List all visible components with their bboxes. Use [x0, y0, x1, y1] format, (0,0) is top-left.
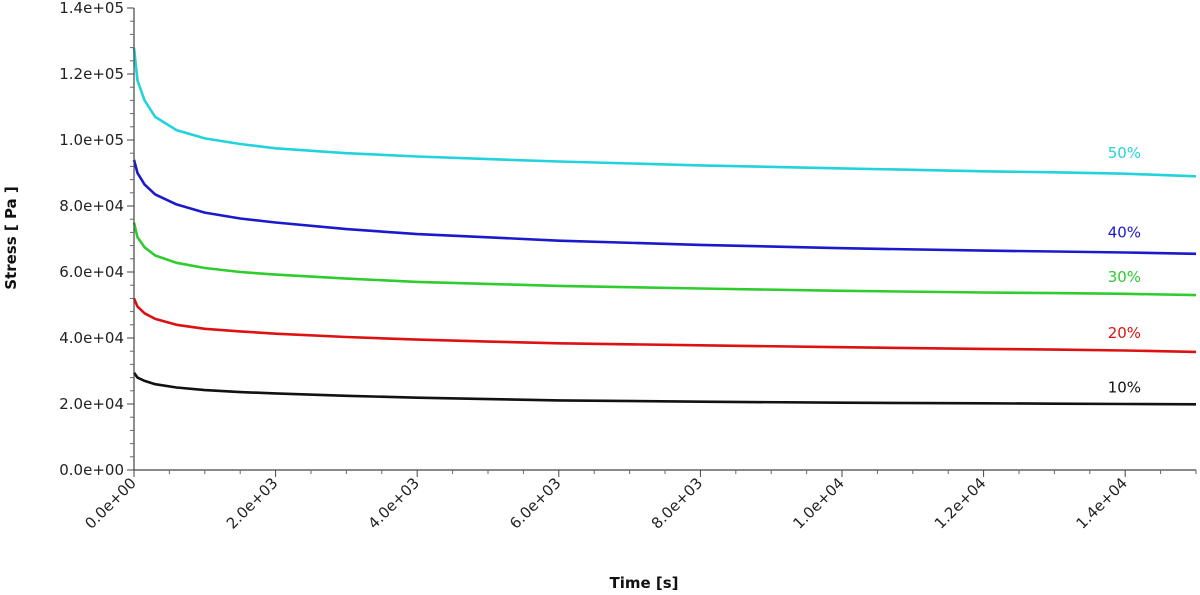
series-line-2: [132, 159, 1197, 256]
series-line-4: [132, 297, 1197, 354]
series-label-2: 40%: [1108, 223, 1141, 241]
labels-layer: 0.0e+00 2.0e+04 4.0e+04 6.0e+04 8.0e+04 1.0e+…: [59, 0, 1141, 533]
y-tick-label: 0.0e+00: [59, 461, 124, 479]
y-tick-label: 1.0e+05: [59, 131, 124, 149]
y-axis-title: Stress [ Pa ]: [2, 186, 20, 290]
series-label-1: 50%: [1108, 144, 1141, 162]
x-tick-label: 6.0e+03: [506, 474, 565, 533]
x-tick-label: 2.0e+03: [223, 474, 282, 533]
series-line-3: [132, 222, 1197, 297]
x-tick-label: 8.0e+03: [648, 474, 707, 533]
y-tick-label: 4.0e+04: [59, 329, 124, 347]
x-tick-label: 0.0e+00: [81, 474, 140, 533]
series-label-5: 10%: [1108, 379, 1141, 397]
y-tick-label: 8.0e+04: [59, 197, 124, 215]
series-layer: [132, 47, 1197, 406]
series-label-4: 20%: [1108, 324, 1141, 342]
x-tick-label: 1.2e+04: [931, 474, 990, 533]
series-line-1: [132, 47, 1197, 178]
y-tick-label: 1.4e+05: [59, 0, 124, 17]
y-tick-label: 6.0e+04: [59, 263, 124, 281]
x-tick-label: 1.4e+04: [1073, 474, 1132, 533]
x-tick-label: 4.0e+03: [365, 474, 424, 533]
x-axis-title: Time [s]: [609, 574, 678, 592]
y-tick-label: 2.0e+04: [59, 395, 124, 413]
series-label-3: 30%: [1108, 268, 1141, 286]
y-tick-label: 1.2e+05: [59, 65, 124, 83]
series-line-5: [132, 371, 1197, 406]
axes-layer: [127, 7, 1197, 477]
x-tick-label: 1.0e+04: [789, 474, 848, 533]
